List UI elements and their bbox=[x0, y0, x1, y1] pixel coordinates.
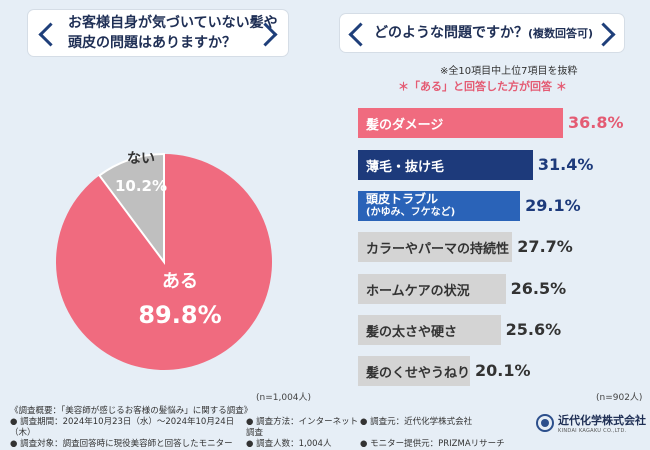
company-logo-icon bbox=[536, 414, 554, 432]
bar-thinning-hair: 薄毛・抜け毛 bbox=[358, 150, 533, 180]
survey-target: ● 調査対象：調査回答時に現役美容師と回答したモニター bbox=[10, 439, 233, 449]
company-name: 近代化学株式会社 bbox=[558, 414, 646, 427]
bar-value-thinning-hair: 31.4% bbox=[537, 155, 594, 174]
survey-provider: ● モニター提供元：PRIZMAリサーチ bbox=[360, 439, 505, 449]
pie-value-aru: 89.8% bbox=[138, 301, 221, 329]
company-name-en: KINDAI KAGAKU CO.,LTD. bbox=[558, 428, 627, 434]
bar-value-home-care: 26.5% bbox=[510, 279, 567, 298]
bar-label-color-perm: カラーやパーマの持続性 bbox=[366, 241, 510, 257]
right-question-sub: (複数回答可) bbox=[528, 27, 594, 40]
bar-curl-wave: 髪のくせやうねり bbox=[358, 356, 470, 386]
bar-value-hair-damage: 36.8% bbox=[568, 113, 624, 132]
bar-hair-damage: 髪のダメージ bbox=[358, 108, 563, 138]
survey-summary: 《調査概要：「美容師が感じるお客様の髪悩み」に関する調査》 ● 調査期間：202… bbox=[10, 406, 520, 450]
survey-count: ● 調査人数：1,004人 bbox=[246, 439, 332, 449]
bar-label-scalp-trouble: 頭皮トラブル bbox=[366, 192, 439, 206]
pie-label-aru: ある bbox=[162, 271, 198, 292]
left-question-box: お客様自身が気づいていない髪や 頭皮の問題はありますか？ bbox=[28, 10, 288, 56]
bar-label-hair-damage: 髪のダメージ bbox=[366, 117, 444, 133]
bar-label-home-care: ホームケアの状況 bbox=[366, 283, 470, 299]
left-question-line2: 頭皮の問題はありますか？ bbox=[68, 35, 236, 51]
right-question-main: どのような問題ですか？ bbox=[374, 25, 528, 41]
bar-value-color-perm: 27.7% bbox=[517, 237, 573, 256]
note-top10: ※全10項目中上位7項目を抜粋 bbox=[440, 66, 578, 77]
bar-value-thickness: 25.6% bbox=[505, 320, 562, 339]
bar-scalp-trouble: 頭皮トラブル (かゆみ、フケなど) bbox=[358, 191, 521, 221]
bar-color-perm: カラーやパーマの持続性 bbox=[358, 232, 513, 262]
bar-n-label: (n=902人) bbox=[596, 393, 643, 403]
pie-value-nai: 10.2% bbox=[115, 177, 167, 195]
note-aru: ＊「ある」と回答した方が回答 ＊ bbox=[398, 80, 567, 93]
pie-slice-nai bbox=[98, 152, 165, 266]
bar-value-scalp-trouble: 29.1% bbox=[525, 196, 581, 215]
right-question-box: どのような問題ですか？(複数回答可) bbox=[340, 14, 624, 52]
bar-label-curl-wave: 髪のくせやうねり bbox=[366, 365, 471, 381]
bar-label-scalp-trouble-sub: (かゆみ、フケなど) bbox=[366, 207, 456, 218]
survey-period: ● 調査期間：2024年10月23日（水）～2024年10月24日（木） bbox=[10, 417, 235, 438]
bar-thickness: 髪の太さや硬さ bbox=[358, 315, 501, 345]
survey-title: 《調査概要：「美容師が感じるお客様の髪悩み」に関する調査》 bbox=[10, 406, 253, 416]
survey-source: ● 調査元：近代化学株式会社 bbox=[360, 417, 473, 427]
bar-home-care: ホームケアの状況 bbox=[358, 274, 506, 304]
left-question-line1: お客様自身が気づいていない髪や bbox=[68, 15, 278, 31]
pie-label-nai: ない bbox=[127, 151, 155, 167]
bar-label-thickness: 髪の太さや硬さ bbox=[366, 324, 458, 340]
company-logo: 近代化学株式会社 KINDAI KAGAKU CO.,LTD. bbox=[536, 412, 646, 434]
pie-n-label: (n=1,004人) bbox=[256, 393, 312, 403]
bar-value-curl-wave: 20.1% bbox=[474, 361, 531, 380]
survey-method: ● 調査方法：インターネット調査 bbox=[246, 417, 359, 438]
bar-label-thinning-hair: 薄毛・抜け毛 bbox=[366, 159, 445, 175]
